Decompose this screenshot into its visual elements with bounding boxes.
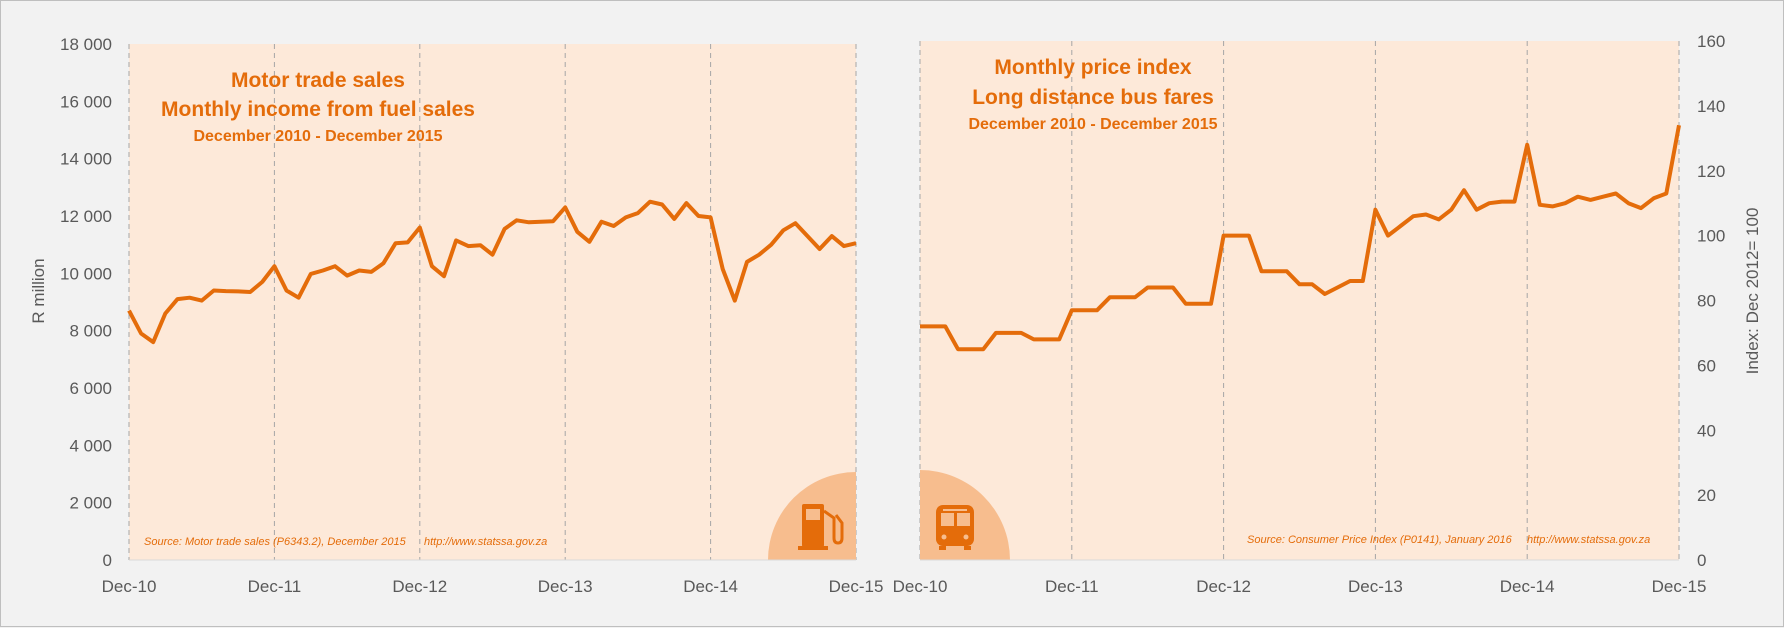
fuel-x-axis-ticks: Dec-10 Dec-11 Dec-12 Dec-13 Dec-14 Dec-15 bbox=[102, 577, 884, 596]
bus-x-tick-label: Dec-10 bbox=[893, 577, 948, 596]
fuel-y-tick-label: 6 000 bbox=[69, 379, 112, 398]
bus-y-tick-label: 140 bbox=[1697, 97, 1725, 116]
fuel-y-axis-ticks: 0 2 000 4 000 6 000 8 000 10 000 12 000 14 000 1… bbox=[60, 35, 112, 570]
fuel-plot-area bbox=[129, 44, 856, 560]
bus-x-tick-label: Dec-15 bbox=[1652, 577, 1707, 596]
fuel-y-tick-label: 14 000 bbox=[60, 150, 112, 169]
fuel-pump-icon bbox=[798, 504, 844, 550]
bus-plot-area bbox=[920, 41, 1679, 560]
fuel-vertical-gridlines bbox=[128, 44, 857, 560]
bus-chart-title: Monthly price index bbox=[994, 56, 1192, 79]
fuel-sales-chart: 0 2 000 4 000 6 000 8 000 10 000 12 000 14 000 1… bbox=[29, 35, 884, 596]
fuel-chart-title: Motor trade sales bbox=[231, 69, 405, 92]
bus-fares-chart: 0 20 40 60 80 100 120 140 160 Dec-10 Dec-11 Dec-12… bbox=[893, 32, 1762, 596]
bus-y-tick-label: 60 bbox=[1697, 356, 1716, 375]
fuel-y-tick-label: 0 bbox=[103, 551, 112, 570]
fuel-source-url: http://www.statssa.gov.za bbox=[424, 536, 547, 548]
fuel-y-tick-label: 10 000 bbox=[60, 264, 112, 283]
bus-y-tick-label: 20 bbox=[1697, 486, 1716, 505]
fuel-x-tick-label: Dec-14 bbox=[683, 577, 738, 596]
bus-icon bbox=[936, 505, 974, 550]
bus-x-tick-label: Dec-11 bbox=[1045, 577, 1099, 596]
fuel-x-tick-label: Dec-13 bbox=[538, 577, 593, 596]
bus-source-url: http://www.statssa.gov.za bbox=[1527, 534, 1650, 546]
bus-y-tick-label: 0 bbox=[1697, 551, 1706, 570]
fuel-sales-line bbox=[127, 199, 857, 345]
bus-x-axis-ticks: Dec-10 Dec-11 Dec-12 Dec-13 Dec-14 Dec-15 bbox=[893, 577, 1707, 596]
fuel-x-tick-label: Dec-15 bbox=[829, 577, 884, 596]
bus-y-axis-ticks: 0 20 40 60 80 100 120 140 160 bbox=[1697, 32, 1725, 570]
bus-icon-badge bbox=[920, 470, 1010, 560]
fuel-x-tick-label: Dec-11 bbox=[248, 577, 302, 596]
bus-chart-period: December 2010 - December 2015 bbox=[968, 116, 1217, 133]
fuel-x-tick-label: Dec-10 bbox=[102, 577, 157, 596]
bus-y-tick-label: 100 bbox=[1697, 227, 1725, 246]
bus-x-tick-label: Dec-12 bbox=[1196, 577, 1251, 596]
fuel-y-tick-label: 18 000 bbox=[60, 35, 112, 54]
bus-x-tick-label: Dec-14 bbox=[1500, 577, 1555, 596]
bus-y-tick-label: 40 bbox=[1697, 421, 1716, 440]
bus-chart-subtitle: Long distance bus fares bbox=[972, 86, 1214, 109]
fuel-x-tick-label: Dec-12 bbox=[392, 577, 447, 596]
fuel-y-tick-label: 8 000 bbox=[69, 322, 112, 341]
fuel-chart-period: December 2010 - December 2015 bbox=[193, 128, 442, 145]
bus-y-axis-title: Index: Dec 2012= 100 bbox=[1743, 208, 1762, 375]
bus-y-tick-label: 80 bbox=[1697, 292, 1716, 311]
bus-x-tick-label: Dec-13 bbox=[1348, 577, 1403, 596]
fuel-y-tick-label: 2 000 bbox=[69, 494, 112, 513]
bus-fares-line bbox=[920, 124, 1681, 352]
bus-y-tick-label: 120 bbox=[1697, 162, 1725, 181]
fuel-y-axis-title: R million bbox=[29, 258, 48, 323]
fuel-y-tick-label: 16 000 bbox=[60, 92, 112, 111]
bus-y-tick-label: 160 bbox=[1697, 32, 1725, 51]
bus-source-note: Source: Consumer Price Index (P0141), Ja… bbox=[1247, 534, 1513, 546]
fuel-chart-subtitle: Monthly income from fuel sales bbox=[161, 98, 475, 121]
fuel-source-note: Source: Motor trade sales (P6343.2), Dec… bbox=[144, 536, 407, 548]
fuel-y-tick-label: 4 000 bbox=[69, 436, 112, 455]
fuel-icon-badge bbox=[768, 472, 856, 560]
fuel-y-tick-label: 12 000 bbox=[60, 207, 112, 226]
